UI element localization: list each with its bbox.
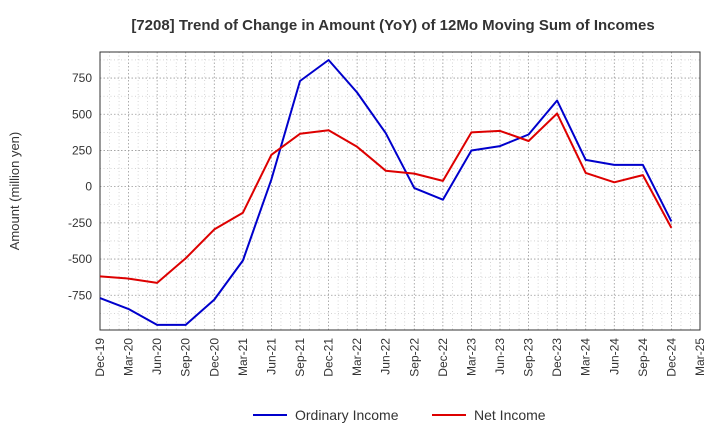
x-tick-label: Mar-24 xyxy=(579,338,593,376)
x-tick-label: Sep-22 xyxy=(407,338,421,377)
x-tick-label: Mar-25 xyxy=(693,338,707,376)
y-axis-ticks: -750 -500 -250 0 250 500 750 xyxy=(68,71,92,302)
x-tick-label: Dec-23 xyxy=(550,338,564,377)
series-line-net-income xyxy=(99,112,673,284)
y-tick-label: -250 xyxy=(68,216,92,230)
x-tick-label: Dec-22 xyxy=(436,338,450,377)
y-tick-label: 750 xyxy=(72,71,92,85)
y-tick-label: 0 xyxy=(85,180,92,194)
y-tick-label: 250 xyxy=(72,143,92,157)
y-tick-label: 500 xyxy=(72,107,92,121)
x-tick-label: Dec-24 xyxy=(664,338,678,377)
legend-label: Net Income xyxy=(474,407,546,423)
chart-title: [7208] Trend of Change in Amount (YoY) o… xyxy=(131,17,654,34)
series-lines xyxy=(99,59,673,326)
x-tick-label: Jun-20 xyxy=(150,338,164,375)
y-tick-label: -500 xyxy=(68,252,92,266)
x-tick-label: Sep-24 xyxy=(636,338,650,377)
x-tick-label: Mar-20 xyxy=(122,338,136,376)
legend: Ordinary Income Net Income xyxy=(253,407,546,423)
x-tick-label: Sep-23 xyxy=(522,338,536,377)
x-axis-ticks: Dec-19 Mar-20 Jun-20 Sep-20 Dec-20 Mar-21 Jun-… xyxy=(93,338,707,377)
x-tick-label: Jun-24 xyxy=(607,338,621,375)
y-tick-label: -750 xyxy=(68,288,92,302)
x-tick-label: Mar-21 xyxy=(236,338,250,376)
x-tick-label: Dec-21 xyxy=(322,338,336,377)
x-tick-label: Dec-19 xyxy=(93,338,107,377)
x-tick-label: Sep-21 xyxy=(293,338,307,377)
x-tick-label: Jun-23 xyxy=(493,338,507,375)
x-tick-label: Mar-22 xyxy=(350,338,364,376)
x-tick-label: Jun-21 xyxy=(264,338,278,375)
x-tick-label: Sep-20 xyxy=(179,338,193,377)
legend-label: Ordinary Income xyxy=(295,407,399,423)
series-line-ordinary-income xyxy=(99,59,673,326)
x-tick-label: Mar-23 xyxy=(464,338,478,376)
x-tick-label: Dec-20 xyxy=(207,338,221,377)
y-axis-label: Amount (million yen) xyxy=(7,132,22,251)
plot-area xyxy=(99,51,701,331)
x-tick-label: Jun-22 xyxy=(379,338,393,375)
gridlines xyxy=(100,52,700,330)
